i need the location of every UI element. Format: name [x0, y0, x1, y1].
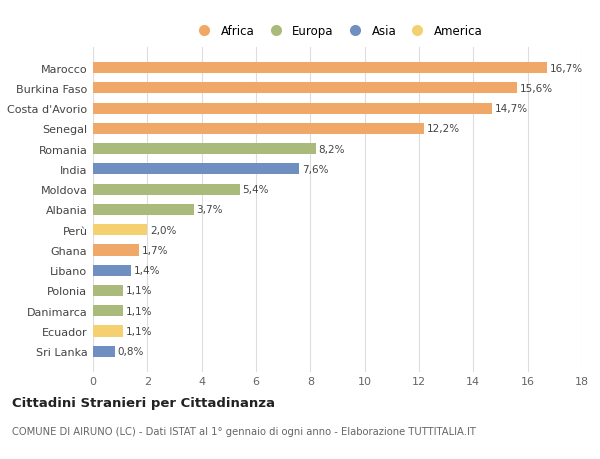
Text: 8,2%: 8,2% — [319, 144, 345, 154]
Bar — [93, 164, 299, 175]
Bar — [93, 224, 148, 236]
Text: 1,1%: 1,1% — [125, 286, 152, 296]
Text: Cittadini Stranieri per Cittadinanza: Cittadini Stranieri per Cittadinanza — [12, 396, 275, 409]
Text: 2,0%: 2,0% — [150, 225, 176, 235]
Text: 5,4%: 5,4% — [242, 185, 269, 195]
Text: 16,7%: 16,7% — [550, 63, 583, 73]
Text: 15,6%: 15,6% — [520, 84, 553, 94]
Bar — [93, 245, 139, 256]
Bar — [93, 83, 517, 94]
Bar — [93, 326, 123, 337]
Text: 1,7%: 1,7% — [142, 246, 169, 255]
Text: 0,8%: 0,8% — [118, 347, 144, 357]
Text: 12,2%: 12,2% — [427, 124, 460, 134]
Bar — [93, 103, 493, 114]
Bar — [93, 184, 240, 196]
Bar — [93, 123, 424, 134]
Bar — [93, 306, 123, 317]
Text: 14,7%: 14,7% — [495, 104, 528, 114]
Text: 1,1%: 1,1% — [125, 306, 152, 316]
Bar — [93, 204, 194, 216]
Bar — [93, 63, 547, 74]
Text: COMUNE DI AIRUNO (LC) - Dati ISTAT al 1° gennaio di ogni anno - Elaborazione TUT: COMUNE DI AIRUNO (LC) - Dati ISTAT al 1°… — [12, 426, 476, 436]
Bar — [93, 265, 131, 276]
Text: 1,4%: 1,4% — [134, 266, 160, 276]
Text: 7,6%: 7,6% — [302, 165, 329, 174]
Bar — [93, 144, 316, 155]
Bar — [93, 285, 123, 297]
Bar — [93, 346, 115, 357]
Text: 3,7%: 3,7% — [196, 205, 223, 215]
Text: 1,1%: 1,1% — [125, 326, 152, 336]
Legend: Africa, Europa, Asia, America: Africa, Europa, Asia, America — [189, 22, 486, 42]
